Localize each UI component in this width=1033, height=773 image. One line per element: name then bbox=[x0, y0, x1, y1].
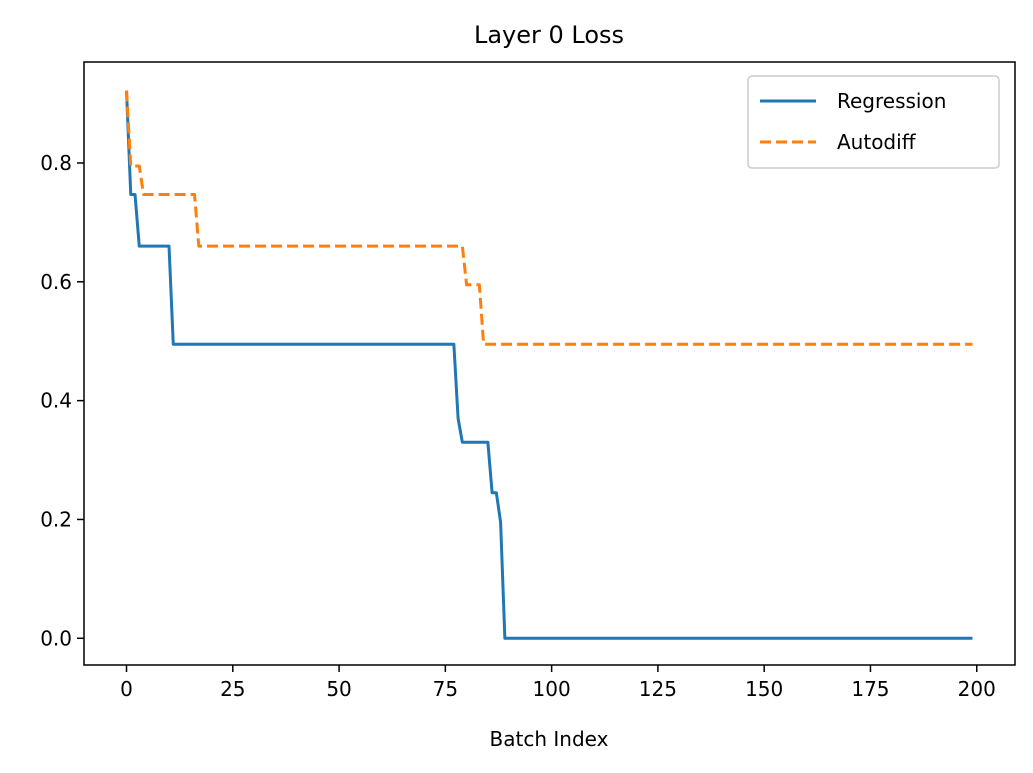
legend: Regression Autodiff bbox=[747, 75, 1000, 169]
x-tick-label: 125 bbox=[639, 677, 677, 701]
x-axis: 0 25 50 75 100 125 150 175 200 bbox=[120, 665, 996, 701]
x-tick-label: 175 bbox=[851, 677, 889, 701]
y-axis: 0.0 0.2 0.4 0.6 0.8 bbox=[40, 151, 84, 650]
x-axis-label: Batch Index bbox=[490, 727, 609, 751]
plot-area bbox=[125, 90, 973, 640]
x-tick-label: 200 bbox=[958, 677, 996, 701]
y-tick-label: 0.8 bbox=[40, 151, 72, 175]
x-tick-label: 0 bbox=[120, 677, 133, 701]
y-tick-label: 0.2 bbox=[40, 507, 72, 531]
x-tick-label: 100 bbox=[533, 677, 571, 701]
y-tick-label: 0.6 bbox=[40, 270, 72, 294]
series-line-autodiff bbox=[125, 90, 973, 346]
axes-frame bbox=[83, 61, 1016, 666]
legend-label-autodiff: Autodiff bbox=[837, 130, 917, 154]
x-tick-label: 25 bbox=[220, 677, 245, 701]
y-tick-label: 0.4 bbox=[40, 389, 72, 413]
series-line-regression bbox=[125, 90, 973, 640]
x-tick-label: 50 bbox=[326, 677, 351, 701]
legend-label-regression: Regression bbox=[837, 89, 946, 113]
x-tick-label: 75 bbox=[433, 677, 458, 701]
y-tick-label: 0.0 bbox=[40, 626, 72, 650]
legend-box bbox=[747, 75, 1000, 169]
x-tick-label: 150 bbox=[745, 677, 783, 701]
chart-title: Layer 0 Loss bbox=[474, 21, 624, 49]
